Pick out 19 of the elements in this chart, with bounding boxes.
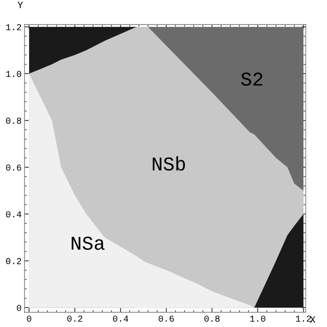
x-tick-label: 0 bbox=[26, 316, 32, 322]
x-tick-label: 0.6 bbox=[158, 316, 174, 322]
y-tick-label: 0.4 bbox=[6, 211, 22, 218]
y-tick-label: 0.8 bbox=[6, 118, 22, 124]
x-tick-label: 1.0 bbox=[250, 316, 266, 322]
x-axis-title: X bbox=[310, 316, 316, 323]
y-tick-label: 0 bbox=[16, 304, 22, 311]
x-tick-label: 0.2 bbox=[67, 316, 82, 322]
y-axis-title: Y bbox=[18, 2, 24, 8]
y-tick-label: 0.6 bbox=[6, 164, 22, 171]
x-tick-label: 1.2 bbox=[296, 316, 311, 322]
x-tick-label: 0.8 bbox=[204, 316, 220, 322]
y-tick-label: 0.2 bbox=[6, 258, 22, 264]
y-tick-label: 1.2 bbox=[6, 24, 22, 30]
y-tick-label: 1.0 bbox=[6, 70, 22, 78]
series-label: S2 bbox=[241, 72, 262, 86]
series-label: NSa bbox=[72, 236, 105, 250]
series-label: NSb bbox=[152, 156, 185, 171]
x-tick-label: 0.4 bbox=[112, 316, 128, 322]
